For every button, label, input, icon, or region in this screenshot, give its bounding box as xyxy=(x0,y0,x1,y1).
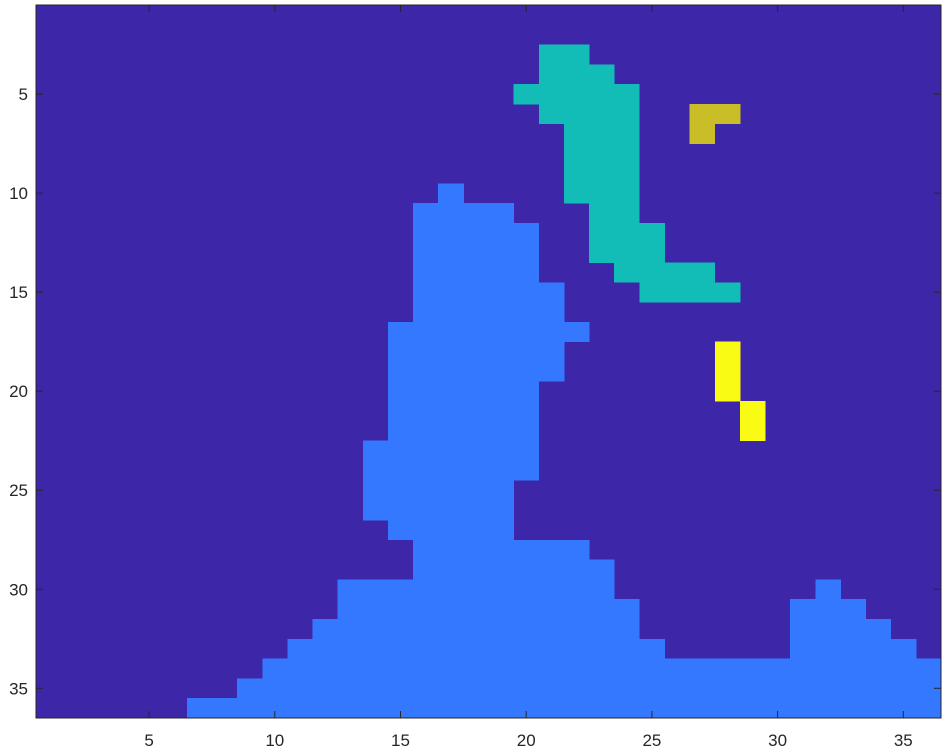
heatmap-cell-run-value-1 xyxy=(438,183,464,204)
heatmap-cell-run-value-1 xyxy=(790,599,866,620)
heatmap-cell-run-value-1 xyxy=(262,658,942,679)
heatmap-cell-run-value-4 xyxy=(714,381,741,402)
heatmap-cell-run-value-2 xyxy=(538,64,615,85)
heatmap-cell-run-value-2 xyxy=(563,143,640,164)
y-tick-label: 15 xyxy=(9,283,28,302)
heatmap-cell-run-value-1 xyxy=(362,500,515,521)
heatmap-cell-run-value-1 xyxy=(413,222,540,244)
heatmap-cell-run-value-1 xyxy=(287,638,665,659)
y-axis: 5 10 15 20 25 30 35 xyxy=(9,85,941,698)
heatmap-cell-run-value-2 xyxy=(589,242,665,263)
x-axis: 5 10 15 20 25 30 35 xyxy=(144,5,913,750)
heatmap-cell-run-value-1 xyxy=(413,282,565,303)
heatmap-cell-run-value-1 xyxy=(790,638,917,659)
heatmap-cell-run-value-1 xyxy=(237,678,942,699)
x-tick-label: 10 xyxy=(265,731,284,750)
heatmap-cell-run-value-2 xyxy=(563,183,640,204)
heatmap-cell-run-value-2 xyxy=(538,44,590,65)
heatmap-cell-run-value-4 xyxy=(739,420,766,442)
heatmap-cell-run-value-2 xyxy=(589,203,640,224)
heatmap-cell-run-value-4 xyxy=(714,341,741,362)
x-tick-label: 20 xyxy=(517,731,536,750)
heatmap-cell-run-value-2 xyxy=(589,222,665,244)
heatmap-cell-run-value-4 xyxy=(739,401,766,422)
heatmap-cell-run-value-3 xyxy=(689,123,716,145)
x-tick-label: 35 xyxy=(894,731,913,750)
heatmap-cell-run-value-2 xyxy=(639,282,741,303)
heatmap-cell-run-value-1 xyxy=(362,440,540,461)
y-tick-label: 20 xyxy=(9,382,28,401)
x-tick-label: 30 xyxy=(768,731,787,750)
heatmap-cell-run-value-1 xyxy=(362,480,515,501)
heatmap-cell-run-value-2 xyxy=(563,123,640,145)
heatmap-cell-run-value-1 xyxy=(815,579,841,600)
heatmap-cell-run-value-1 xyxy=(387,341,565,362)
heatmap-cell-run-value-1 xyxy=(362,460,540,481)
x-tick-label: 15 xyxy=(391,731,410,750)
x-tick-label: 5 xyxy=(144,731,153,750)
axes-box xyxy=(35,4,942,719)
heatmap-cell-run-value-2 xyxy=(614,262,716,283)
heatmap-cell-run-value-1 xyxy=(413,302,565,323)
y-tick-label: 30 xyxy=(9,580,28,599)
heatmap-cell-run-value-1 xyxy=(387,321,590,343)
heatmap-plot-area xyxy=(36,5,942,719)
heatmap-cell-run-value-1 xyxy=(790,618,892,640)
y-tick-label: 25 xyxy=(9,481,28,500)
heatmap-cell-run-value-1 xyxy=(312,618,640,640)
heatmap-cell-run-value-1 xyxy=(387,420,540,442)
heatmap-cell-run-value-1 xyxy=(387,361,565,382)
heatmap-cell-run-value-2 xyxy=(563,163,640,184)
y-tick-label: 5 xyxy=(19,85,28,104)
x-tick-label: 25 xyxy=(642,731,661,750)
heatmap-cell-run-value-1 xyxy=(387,381,540,402)
y-tick-label: 35 xyxy=(9,679,28,698)
y-tick-label: 10 xyxy=(9,184,28,203)
heatmap-cell-run-value-1 xyxy=(413,242,540,263)
heatmap-cell-run-value-4 xyxy=(714,361,741,382)
heatmap-cell-run-value-3 xyxy=(689,104,741,125)
heatmap-cell-run-value-2 xyxy=(513,84,640,105)
heatmap-cell-run-value-1 xyxy=(387,519,515,541)
heatmap-cell-run-value-1 xyxy=(413,262,540,283)
heatmap-cell-run-value-1 xyxy=(413,559,615,580)
heatmap-cell-run-value-1 xyxy=(186,698,942,719)
heatmap-cell-run-value-1 xyxy=(413,539,590,560)
heatmap-cell-run-value-1 xyxy=(337,599,640,620)
heatmap-cell-run-value-1 xyxy=(413,203,515,224)
heatmap-cell-run-value-1 xyxy=(387,401,540,422)
heatmap-cell-run-value-2 xyxy=(538,104,640,125)
heatmap-cell-run-value-1 xyxy=(337,579,615,600)
